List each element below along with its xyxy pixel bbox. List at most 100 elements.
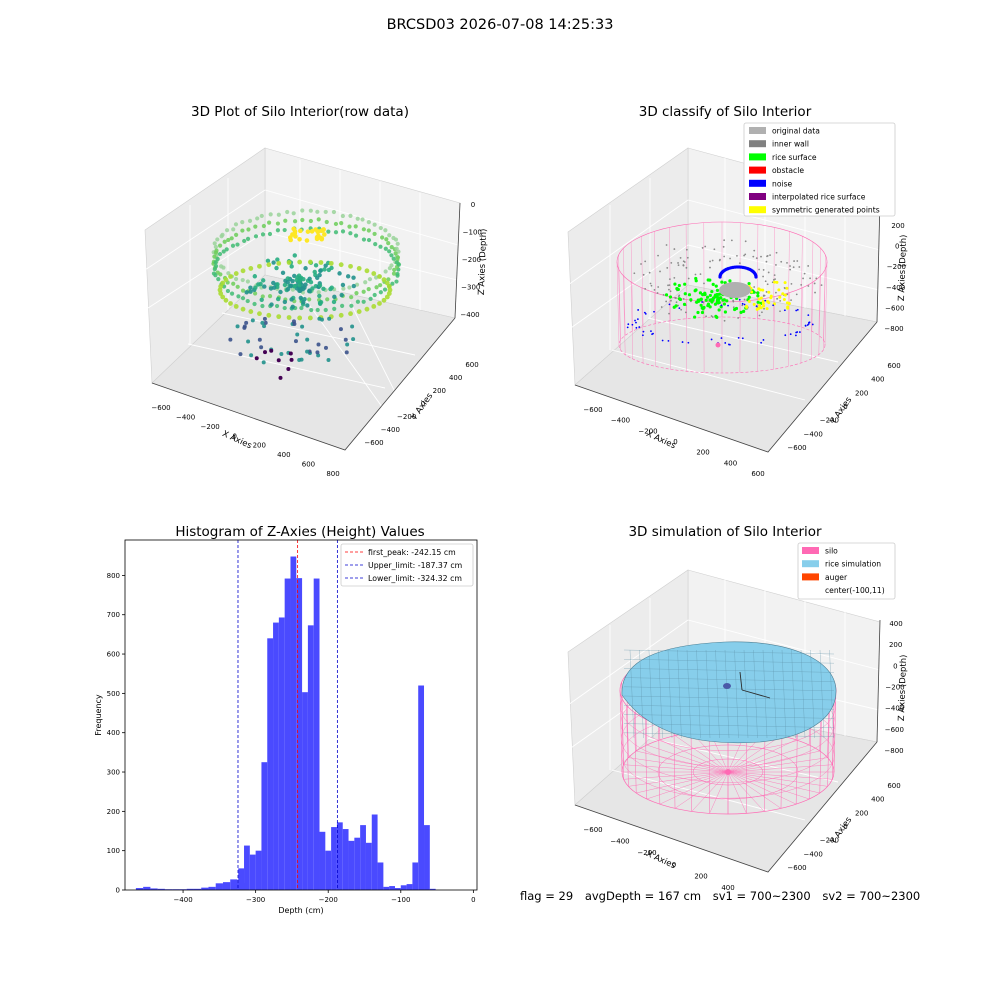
silo-wire <box>618 268 621 350</box>
hist-bar <box>249 854 256 890</box>
noise-point <box>635 326 638 329</box>
hist-bar <box>215 883 223 890</box>
grid-line <box>144 231 266 311</box>
silo-floor-spoke <box>727 771 747 814</box>
x-tick-label: −200 <box>638 427 657 435</box>
legend-label: obstacle <box>772 166 804 175</box>
point <box>297 279 302 284</box>
rice-mesh-line <box>623 659 835 664</box>
point <box>347 224 352 229</box>
symmetric-point <box>750 290 754 294</box>
point <box>393 237 399 242</box>
silo-wire <box>823 255 826 341</box>
hist-bar <box>406 884 413 890</box>
inner-wall-point <box>775 264 777 266</box>
y-tick-label: 700 <box>107 611 120 619</box>
point <box>215 237 220 242</box>
hist-bar <box>273 622 279 890</box>
auger-shaft <box>739 671 743 691</box>
point <box>230 243 236 248</box>
point <box>333 230 339 235</box>
rice-surface-point <box>694 279 698 283</box>
hist-bar <box>424 825 430 890</box>
point <box>247 218 253 223</box>
point <box>257 263 262 269</box>
noise-point <box>796 308 799 311</box>
point <box>315 307 320 313</box>
legend-label: auger <box>825 573 848 582</box>
z-axis-line <box>454 202 461 319</box>
x-axis-label: X Axies <box>645 849 678 872</box>
point <box>276 260 282 266</box>
panel1-title: 3D Plot of Silo Interior(row data) <box>191 104 409 120</box>
inner-wall-point <box>790 282 793 285</box>
point <box>275 257 280 262</box>
inner-wall-point <box>744 240 747 243</box>
grid-line <box>687 619 881 671</box>
symmetric-point <box>785 286 789 290</box>
hist-bar <box>157 888 165 890</box>
point <box>305 229 311 234</box>
point <box>339 292 344 298</box>
hist-bar <box>377 862 384 890</box>
point <box>355 216 360 221</box>
point <box>313 263 319 268</box>
rice-surface-point <box>747 281 751 286</box>
noise-point <box>701 301 704 303</box>
legend-label: Lower_limit: -324.32 cm <box>368 574 462 583</box>
point <box>248 266 254 271</box>
silo-floor-spoke <box>727 771 820 794</box>
point <box>308 218 313 224</box>
point <box>268 212 273 217</box>
x-tick-label: −400 <box>173 896 192 904</box>
noise-point <box>642 330 645 333</box>
point <box>305 337 310 342</box>
point <box>340 282 346 288</box>
silo-floor-spoke <box>727 771 810 800</box>
hist-bar <box>290 556 297 890</box>
point <box>228 337 233 342</box>
symmetric-point <box>787 301 791 305</box>
rice-mesh-line <box>724 649 730 739</box>
point <box>290 287 295 292</box>
point <box>213 264 219 269</box>
point <box>374 285 379 290</box>
point <box>338 327 343 332</box>
inner-wall-point <box>732 299 735 302</box>
z-tick-label: −600 <box>885 304 904 312</box>
point <box>263 350 268 355</box>
noise-point <box>634 319 636 322</box>
point <box>261 278 266 283</box>
hist-bar <box>348 840 355 890</box>
noise-point <box>636 318 639 321</box>
noise-point <box>650 330 652 332</box>
y-axis-label: Y Axies <box>828 395 855 427</box>
silo-wire <box>654 292 656 367</box>
x-tick-label: −200 <box>637 849 656 857</box>
silo-floor-spoke <box>727 757 828 773</box>
y-tick-label: 0 <box>843 403 847 411</box>
inner-wall-point <box>767 271 770 274</box>
legend-box <box>743 122 896 217</box>
x-tick-label: −400 <box>176 413 195 421</box>
hist-bar <box>135 888 144 890</box>
point <box>233 276 239 282</box>
point <box>244 320 249 325</box>
point <box>394 246 399 251</box>
x-tick-label: −600 <box>151 404 170 412</box>
point <box>307 297 312 302</box>
inner-wall-point <box>766 255 768 258</box>
inner-wall-point <box>682 298 685 300</box>
point <box>233 271 239 276</box>
point <box>331 209 337 215</box>
point <box>360 217 365 222</box>
silo-wire <box>626 705 629 787</box>
point <box>257 337 262 342</box>
silo-floor-spoke <box>674 735 729 773</box>
rice-surface-point <box>739 310 743 314</box>
point <box>366 287 371 292</box>
silo-wire <box>621 697 624 780</box>
noise-point <box>772 304 775 307</box>
noise-point <box>635 321 637 324</box>
point <box>292 273 297 279</box>
